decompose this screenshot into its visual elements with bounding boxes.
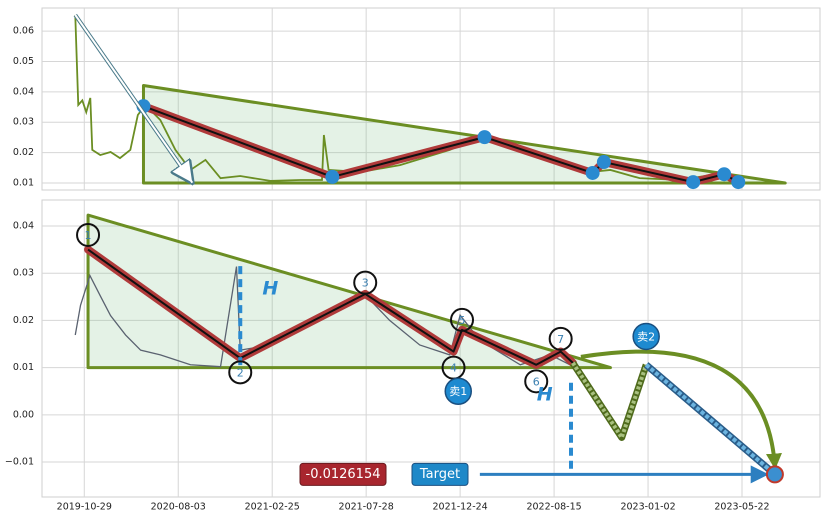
pivot-label: 5: [459, 314, 466, 327]
triangle: [86, 213, 612, 370]
y-tick-label: 0.04: [13, 220, 34, 231]
sell-marker: [632, 322, 660, 351]
y-tick-label: 0.06: [13, 26, 34, 37]
y-tick-label: 0.02: [13, 315, 34, 326]
projection-inner: [571, 361, 649, 443]
pivot-dot: [717, 167, 732, 182]
pivot-circle: [524, 369, 549, 394]
target-dot: [765, 465, 784, 484]
x-tick-label: 2021-02-25: [245, 502, 300, 513]
value-box: [299, 462, 387, 486]
y-tick-label: 0.03: [13, 268, 34, 279]
pivot-label: 2: [237, 366, 244, 379]
pivot-dot: [686, 175, 701, 190]
pivot-dot: [596, 155, 611, 170]
sell-marker: [444, 377, 472, 405]
pivot-dot: [731, 175, 746, 190]
triangle: [141, 83, 787, 185]
sell-label: 卖1: [449, 385, 467, 398]
x-tick-label: 2020-08-03: [151, 502, 206, 513]
pivot-dot: [585, 165, 600, 180]
arrow-inner: [74, 14, 194, 184]
pivot-label: 1: [85, 229, 92, 242]
y-tick-label: 0.04: [13, 86, 34, 97]
target-path-inner: [644, 363, 777, 476]
y-tick-label: 0.02: [13, 147, 34, 158]
pivot-label: 4: [450, 362, 457, 375]
x-tick-label: 2021-12-24: [433, 502, 488, 513]
zigzag-line: [87, 248, 574, 366]
pivot-circle: [76, 222, 101, 247]
h-label: H: [537, 384, 553, 406]
value-label: -0.0126154: [306, 467, 381, 482]
pivot-label: 7: [557, 333, 564, 346]
x-tick-label: 2023-01-02: [620, 502, 675, 513]
y-tick-label: 0.05: [13, 56, 34, 67]
y-tick-label: 0.03: [13, 117, 34, 128]
pivot-circle: [450, 307, 475, 332]
pivot-circle: [548, 326, 573, 351]
pivot-circle: [228, 360, 253, 385]
y-tick-label: 0.00: [13, 409, 34, 420]
h-label: H: [262, 278, 278, 300]
x-tick-label: 2022-08-15: [526, 502, 581, 513]
y-tick-label: 0.01: [13, 178, 34, 189]
sell-label: 卖2: [637, 330, 655, 343]
y-tick-label: 0.01: [13, 362, 34, 373]
x-tick-label: 2021-07-28: [339, 502, 394, 513]
pivot-label: 3: [362, 277, 369, 290]
x-tick-label: 2023-05-22: [714, 502, 769, 513]
y-tick-label: −0.01: [5, 457, 34, 468]
pivot-dot: [477, 130, 492, 145]
pivot-circle: [353, 270, 378, 295]
target-box: [411, 462, 469, 486]
x-tick-label: 2019-10-29: [57, 502, 112, 513]
pivot-label: 6: [533, 375, 540, 388]
target-label: Target: [419, 467, 460, 482]
pivot-dot: [325, 169, 340, 184]
forecast-curve: [580, 349, 782, 470]
